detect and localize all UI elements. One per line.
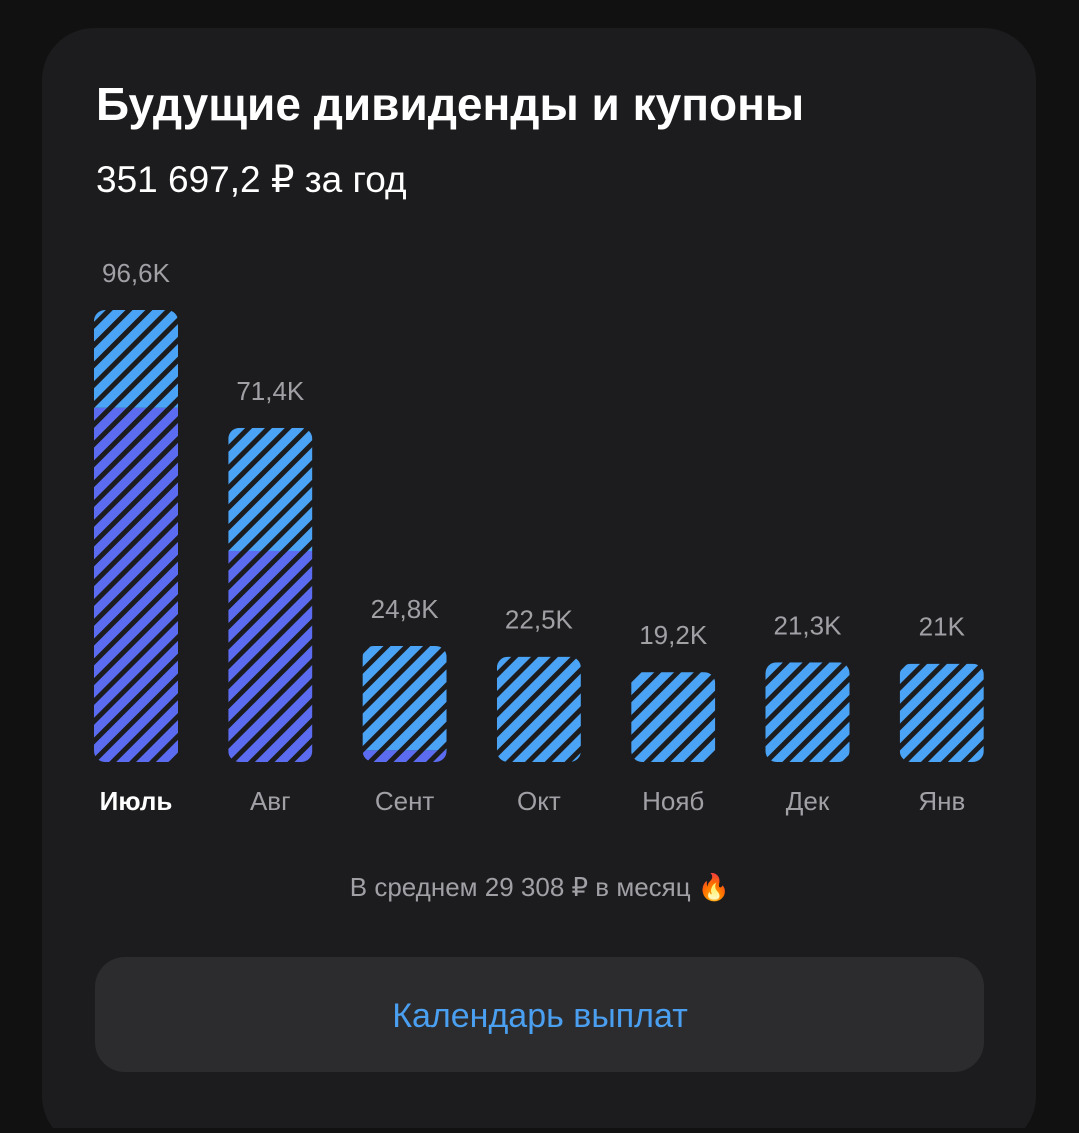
x-tick-label: Июль xyxy=(100,786,173,816)
bar xyxy=(228,427,313,762)
x-tick-label: Нояб xyxy=(642,786,704,816)
bar-segment xyxy=(631,672,716,762)
bar-segment xyxy=(899,663,984,762)
bar xyxy=(765,662,850,762)
bar xyxy=(362,645,447,762)
bar-segment xyxy=(362,750,447,762)
bar-segment xyxy=(765,662,850,762)
subtitle: 351 697,2 ₽ за год xyxy=(96,159,407,200)
bar-segment xyxy=(94,407,178,762)
bar xyxy=(94,310,178,762)
title: Будущие дивиденды и купоны xyxy=(96,78,804,130)
value-label: 21,3K xyxy=(774,610,843,640)
x-tick-label: Дек xyxy=(786,786,830,816)
value-label: 22,5K xyxy=(505,605,574,635)
x-tick-label: Сент xyxy=(375,786,435,816)
bar-segment xyxy=(228,550,313,762)
bar xyxy=(631,672,716,762)
calendar-button-label[interactable]: Календарь выплат xyxy=(392,997,688,1035)
x-tick-label: Янв xyxy=(918,786,965,816)
bar-segment xyxy=(94,310,178,408)
value-label: 21K xyxy=(919,612,966,642)
bar-segment xyxy=(496,656,581,762)
bar xyxy=(899,663,984,762)
bar xyxy=(496,656,581,762)
average: В среднем 29 308 ₽ в месяц 🔥 xyxy=(350,872,730,902)
bar-segment xyxy=(228,427,313,551)
value-label: 19,2K xyxy=(639,620,708,650)
calendar-button[interactable] xyxy=(95,957,984,1072)
x-tick-label: Окт xyxy=(517,786,561,816)
value-label: 71,4K xyxy=(236,376,305,406)
value-label: 96,6K xyxy=(102,258,171,288)
chart: 96,6K Июль 71,4K Авг 24,8K Сент 22,5K Окт 19,2K Н… xyxy=(94,258,984,816)
value-label: 24,8K xyxy=(371,594,440,624)
bar-segment xyxy=(362,645,447,751)
card xyxy=(42,28,1036,1133)
x-tick-label: Авг xyxy=(250,786,291,816)
